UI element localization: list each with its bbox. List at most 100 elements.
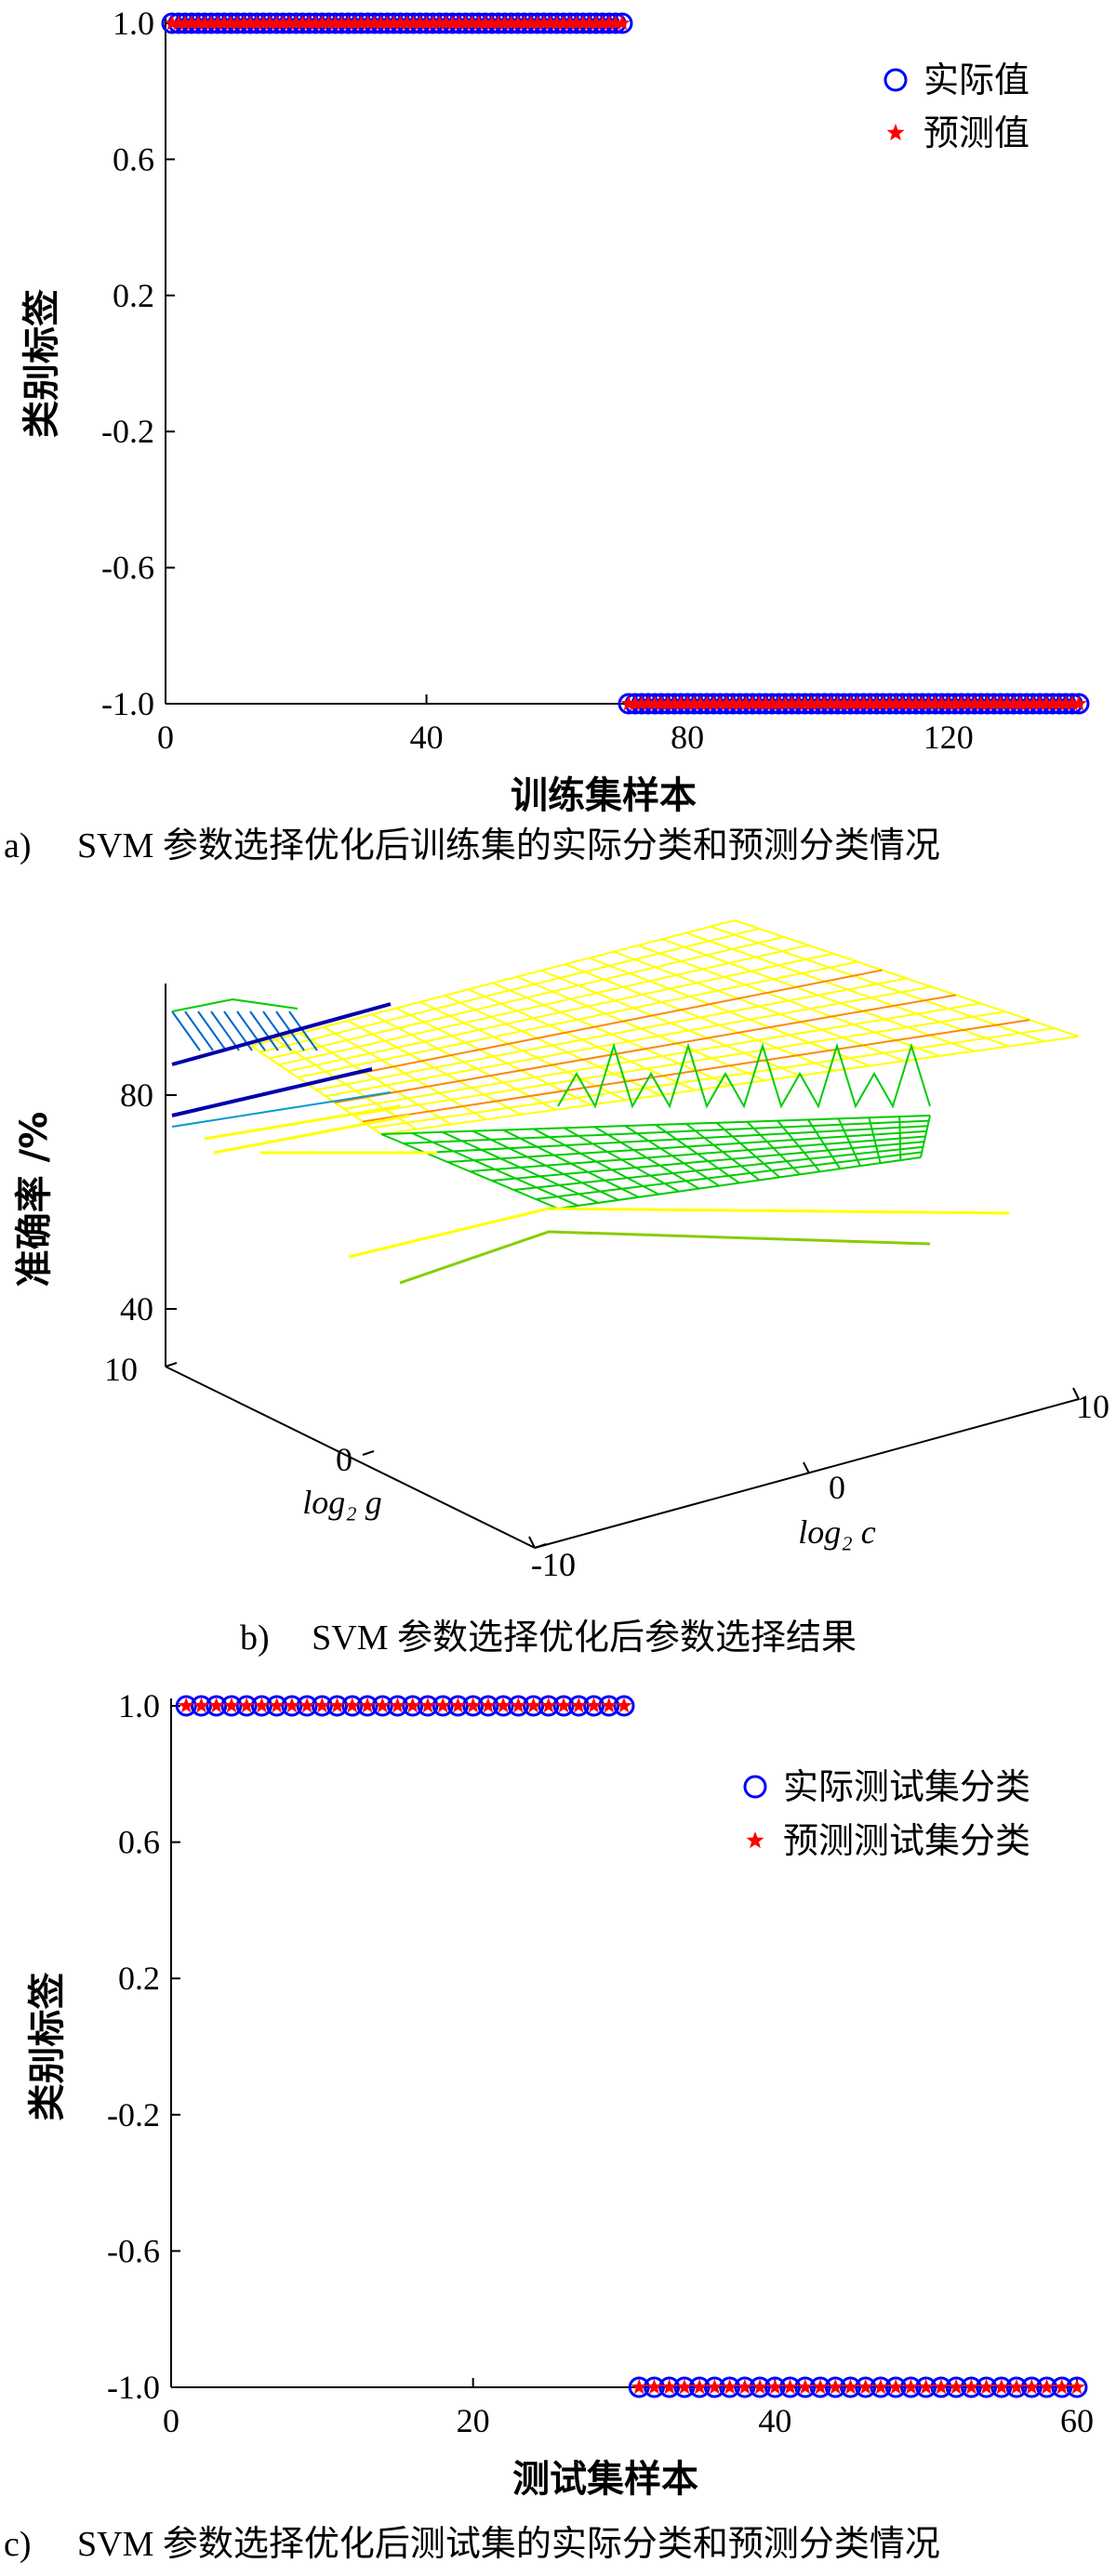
data-point-star xyxy=(529,15,546,31)
data-point-star xyxy=(471,15,487,31)
data-point-star xyxy=(705,695,722,711)
data-point-star xyxy=(497,15,513,31)
data-point-circle xyxy=(1066,2376,1088,2398)
data-point-star xyxy=(307,15,324,31)
x-tick-label: 10 xyxy=(1076,1388,1109,1425)
data-point-star xyxy=(809,695,826,711)
data-point-star xyxy=(1025,695,1042,711)
y-tick-label: -1.0 xyxy=(107,2369,160,2406)
mesh-line xyxy=(348,1207,1010,1259)
x-axis-line xyxy=(534,1398,1080,1549)
data-point-star xyxy=(661,2379,678,2395)
data-point-star xyxy=(790,695,806,711)
series-actual xyxy=(175,1695,1088,2398)
data-point-star xyxy=(495,1698,512,1713)
data-point-star xyxy=(575,15,591,31)
data-point-star xyxy=(451,15,468,31)
data-point-star xyxy=(1057,695,1074,711)
data-point-star xyxy=(631,2379,647,2395)
data-point-star xyxy=(901,695,918,711)
data-point-star xyxy=(594,15,611,31)
data-point-star xyxy=(812,2379,829,2395)
data-point-star xyxy=(510,15,526,31)
data-point-star xyxy=(1051,695,1068,711)
mesh-line xyxy=(171,1091,392,1128)
data-point-star xyxy=(1054,2379,1070,2395)
mesh-line xyxy=(259,927,760,1053)
data-point-star xyxy=(359,1698,376,1713)
z-tick-label: 40 xyxy=(120,1290,153,1328)
legend-marker-star xyxy=(746,1831,764,1849)
data-point-circle xyxy=(703,2376,725,2398)
data-point-star xyxy=(1023,2379,1040,2395)
mesh-line xyxy=(249,1011,279,1051)
figure-a: 1.0 0.6 0.2 -0.2 -0.6 -1.0 0 40 80 120 训练集样本 类别标签 实际… xyxy=(0,0,1116,892)
data-point-star xyxy=(777,695,793,711)
x-axis-label: 训练集样本 xyxy=(511,774,697,817)
data-point-star xyxy=(803,695,819,711)
mesh-line xyxy=(352,1011,1005,1116)
data-point-star xyxy=(418,15,435,31)
data-point-star xyxy=(666,695,683,711)
data-point-star xyxy=(412,15,429,31)
data-point-star xyxy=(908,695,924,711)
data-point-star xyxy=(646,695,663,711)
x-tick-label: 40 xyxy=(410,719,444,756)
data-point-circle xyxy=(417,1695,439,1717)
data-point-star xyxy=(842,695,859,711)
caption-b: b) SVM 参数选择优化后参数选择结果 xyxy=(0,1608,1116,1659)
data-point-star xyxy=(562,15,578,31)
y-axis-line xyxy=(165,1366,536,1549)
data-point-star xyxy=(261,15,278,31)
data-point-circle xyxy=(311,1695,333,1717)
legend-label: 预测值 xyxy=(923,112,1030,153)
data-point-star xyxy=(731,695,748,711)
data-point-star xyxy=(352,15,369,31)
data-point-star xyxy=(1008,2379,1025,2395)
x-tick-label: 20 xyxy=(457,2402,490,2439)
data-point-circle xyxy=(899,2376,922,2398)
data-point-star xyxy=(432,15,448,31)
x-tick-label: 0 xyxy=(163,2402,179,2439)
data-point-star xyxy=(269,1698,286,1713)
data-point-star xyxy=(223,1698,240,1713)
caption-c: c) SVM 参数选择优化后测试集的实际分类和预测分类情况 xyxy=(0,2515,1116,2566)
data-point-star xyxy=(568,15,585,31)
data-point-star xyxy=(190,15,206,31)
data-point-star xyxy=(287,15,304,31)
y-axis-label: 类别标签 xyxy=(20,289,63,438)
legend-label: 预测测试集分类 xyxy=(783,1820,1030,1861)
data-point-star xyxy=(679,695,696,711)
mesh-line xyxy=(210,1011,240,1051)
surface-mesh xyxy=(171,919,1080,1285)
data-point-circle xyxy=(749,2376,771,2398)
data-point-star xyxy=(614,15,631,31)
mesh-line xyxy=(288,1011,318,1051)
data-point-star xyxy=(445,15,461,31)
y-tick-label: 0 xyxy=(336,1441,352,1478)
data-point-star xyxy=(222,15,239,31)
data-point-star xyxy=(857,2379,874,2395)
data-point-star xyxy=(842,2379,859,2395)
data-point-circle xyxy=(1036,2376,1058,2398)
data-point-star xyxy=(477,15,494,31)
data-point-star xyxy=(235,15,252,31)
caption-c-text: SVM 参数选择优化后测试集的实际分类和预测分类情况 xyxy=(77,2525,940,2564)
data-point-circle xyxy=(734,2376,756,2398)
data-point-star xyxy=(770,695,787,711)
data-point-star xyxy=(525,1698,542,1713)
caption-a: a) SVM 参数选择优化后训练集的实际分类和预测分类情况 xyxy=(0,816,1116,867)
data-point-star xyxy=(164,15,180,31)
data-point-circle xyxy=(658,2376,681,2398)
data-point-star xyxy=(640,695,657,711)
data-point-star xyxy=(986,695,1003,711)
y-tick-label: -0.6 xyxy=(107,2232,160,2269)
data-point-star xyxy=(827,2379,844,2395)
data-point-circle xyxy=(552,1695,575,1717)
data-point-star xyxy=(170,15,187,31)
data-point-star xyxy=(585,1698,603,1713)
data-point-star xyxy=(465,1698,482,1713)
data-point-star xyxy=(549,15,565,31)
data-point-star xyxy=(872,2379,889,2395)
data-point-star xyxy=(178,1698,194,1713)
